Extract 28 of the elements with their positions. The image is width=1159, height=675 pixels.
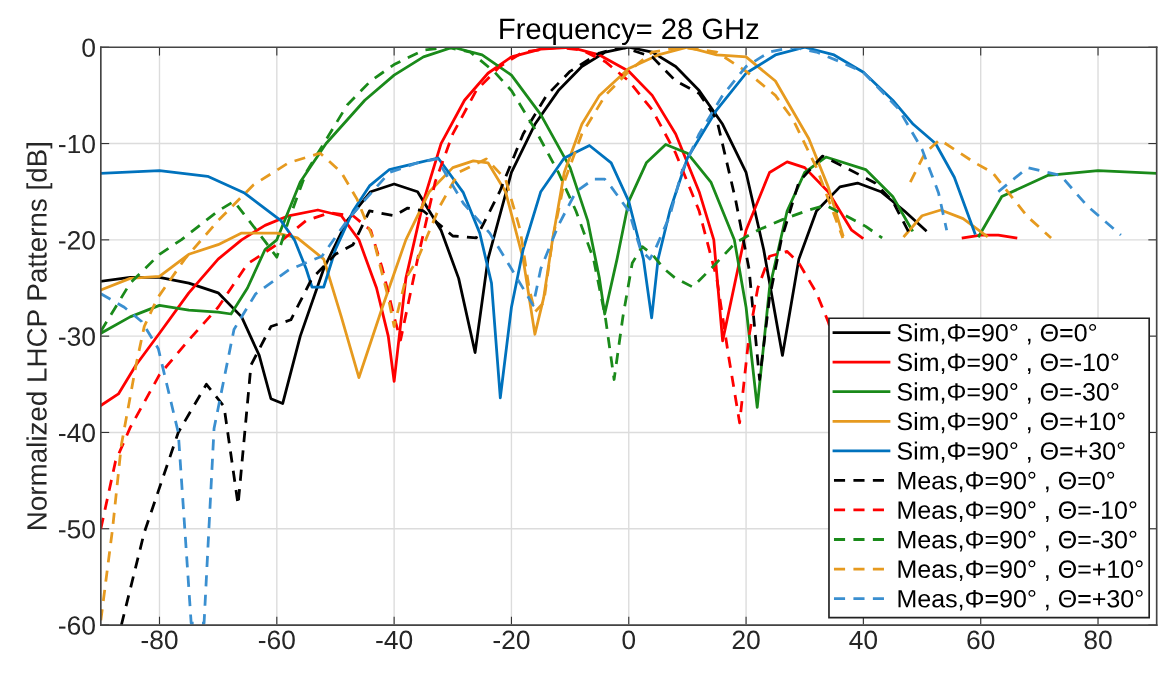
x-tick-label: 0 bbox=[622, 630, 636, 650]
x-tick-label: -20 bbox=[493, 630, 530, 650]
y-tick-label: -40 bbox=[59, 423, 95, 443]
y-tick-label: -50 bbox=[59, 519, 95, 539]
y-axis-title: Normalized LHCP Patterns [dB] bbox=[26, 143, 53, 529]
x-tick-label: 40 bbox=[849, 630, 878, 650]
x-tick-label: 20 bbox=[732, 630, 760, 650]
x-tick-label: 60 bbox=[967, 630, 995, 650]
y-tick-label: -20 bbox=[59, 230, 95, 250]
chart-title: Frequency= 28 GHz bbox=[500, 18, 759, 45]
legend-label: Meas,Φ=90° , Θ=-30° bbox=[898, 530, 1137, 552]
y-tick-label: -10 bbox=[59, 134, 95, 154]
x-tick-label: 80 bbox=[1084, 630, 1112, 650]
x-tick-label: -40 bbox=[376, 630, 413, 650]
y-tick-label: -60 bbox=[59, 616, 95, 635]
x-tick-label: -80 bbox=[141, 630, 178, 650]
legend-label: Meas,Φ=90° , Θ=0° bbox=[898, 471, 1115, 493]
legend-label: Sim,Φ=90° , Θ=-10° bbox=[897, 352, 1119, 375]
legend-label: Sim,Φ=90° , Θ=0° bbox=[897, 323, 1097, 345]
legend-label: Meas,Φ=90° , Θ=+10° bbox=[898, 560, 1143, 582]
legend-label: Meas,Φ=90° , Θ=-10° bbox=[898, 501, 1137, 522]
y-tick-label: -30 bbox=[59, 327, 95, 346]
legend-label: Sim,Φ=90° , Θ=+10° bbox=[897, 411, 1125, 434]
legend-label: Sim,Φ=90° , Θ=+30° bbox=[897, 441, 1125, 463]
y-tick-label: 0 bbox=[82, 38, 95, 58]
legend-label: Meas,Φ=90° , Θ=+30° bbox=[898, 589, 1143, 611]
x-tick-label: -60 bbox=[258, 630, 295, 650]
legend-label: Sim,Φ=90° , Θ=-30° bbox=[897, 382, 1119, 404]
